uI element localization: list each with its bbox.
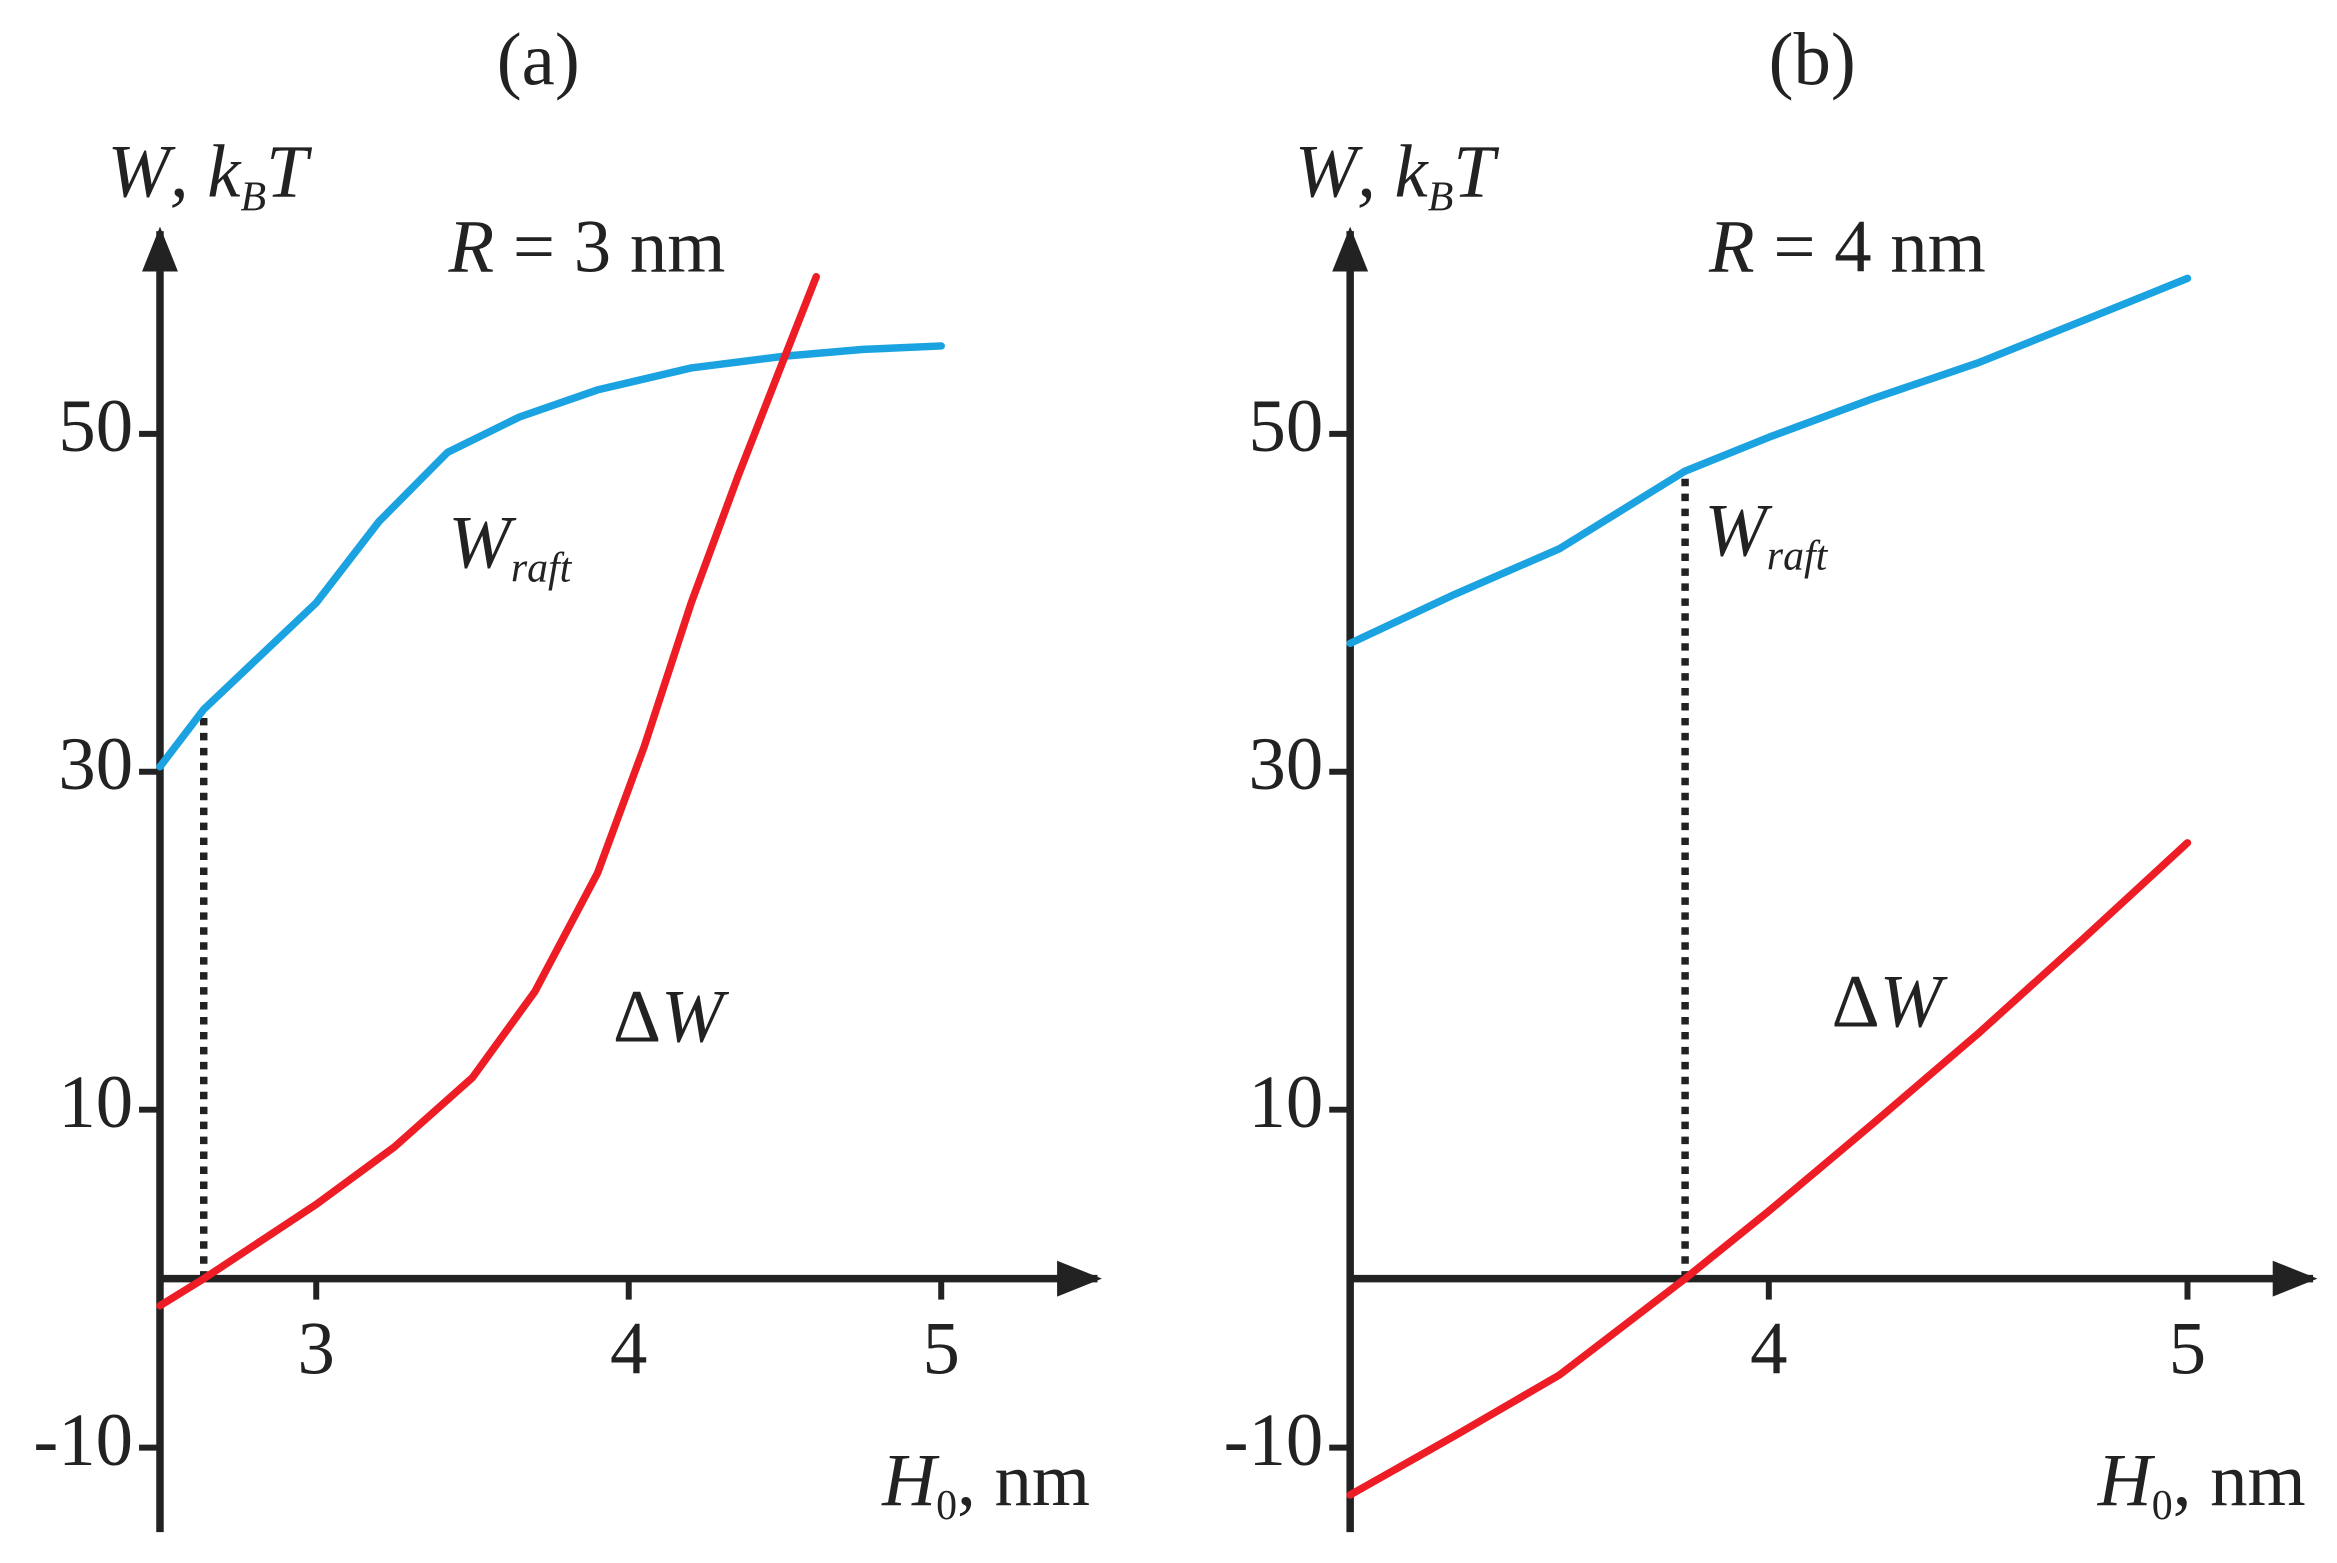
- text-part: W: [108, 131, 176, 214]
- x-tick-label: 5: [923, 1308, 960, 1391]
- text-part: 0: [2152, 1483, 2173, 1529]
- text-part: , k: [170, 131, 242, 214]
- text-part: 0: [936, 1483, 957, 1529]
- annotation: ΔW: [1832, 961, 1948, 1044]
- text-part: R: [448, 206, 495, 289]
- text-part: raft: [1767, 533, 1829, 579]
- y-axis-label: W, kBT: [1295, 131, 1499, 220]
- y-tick-label: 10: [58, 1061, 133, 1144]
- text-part: W: [661, 976, 729, 1059]
- panel-title: (b): [1769, 19, 1856, 102]
- series-line: [1346, 839, 2192, 1499]
- text-part: W: [1295, 131, 1363, 214]
- text-part: = 4 nm: [1755, 206, 1986, 289]
- series-line: [156, 342, 945, 771]
- y-tick-label: 30: [1249, 723, 1324, 806]
- panel-title: (a): [497, 19, 580, 102]
- text-part: , k: [1357, 131, 1429, 214]
- text-part: W: [1705, 490, 1773, 573]
- text-part: H: [881, 1439, 940, 1522]
- series-line: [156, 272, 820, 1310]
- x-tick-label: 4: [1750, 1308, 1787, 1391]
- text-part: W: [449, 502, 517, 585]
- text-part: Δ: [613, 976, 661, 1059]
- x-axis-label: H0, nm: [2097, 1439, 2306, 1528]
- text-part: B: [240, 174, 266, 220]
- x-tick-label: 3: [298, 1308, 335, 1391]
- x-tick-label: 4: [610, 1308, 647, 1391]
- text-part: Δ: [1832, 961, 1880, 1044]
- annotation: Wraft: [449, 502, 573, 591]
- text-part: W: [1880, 961, 1948, 1044]
- text-part: , nm: [957, 1439, 1090, 1522]
- y-tick-label: -10: [1224, 1399, 1324, 1482]
- y-axis-label: W, kBT: [108, 131, 312, 220]
- y-tick-label: 50: [1249, 385, 1324, 468]
- annotation: R = 4 nm: [1708, 206, 1986, 289]
- annotation: Wraft: [1705, 490, 1829, 579]
- text-part: , nm: [2173, 1439, 2306, 1522]
- text-part: T: [1453, 131, 1499, 214]
- annotation: R = 3 nm: [448, 206, 726, 289]
- y-tick-label: 10: [1249, 1061, 1324, 1144]
- text-part: B: [1428, 174, 1454, 220]
- y-tick-label: 30: [58, 723, 133, 806]
- series-line: [1346, 274, 2192, 648]
- x-tick-label: 5: [2169, 1308, 2206, 1391]
- x-axis-label: H0, nm: [881, 1439, 1090, 1528]
- text-part: = 3 nm: [494, 206, 725, 289]
- y-tick-label: 50: [58, 385, 133, 468]
- text-part: H: [2097, 1439, 2156, 1522]
- text-part: raft: [511, 545, 573, 591]
- y-tick-label: -10: [33, 1399, 133, 1482]
- annotation: ΔW: [613, 976, 729, 1059]
- text-part: R: [1708, 206, 1755, 289]
- text-part: T: [266, 131, 312, 214]
